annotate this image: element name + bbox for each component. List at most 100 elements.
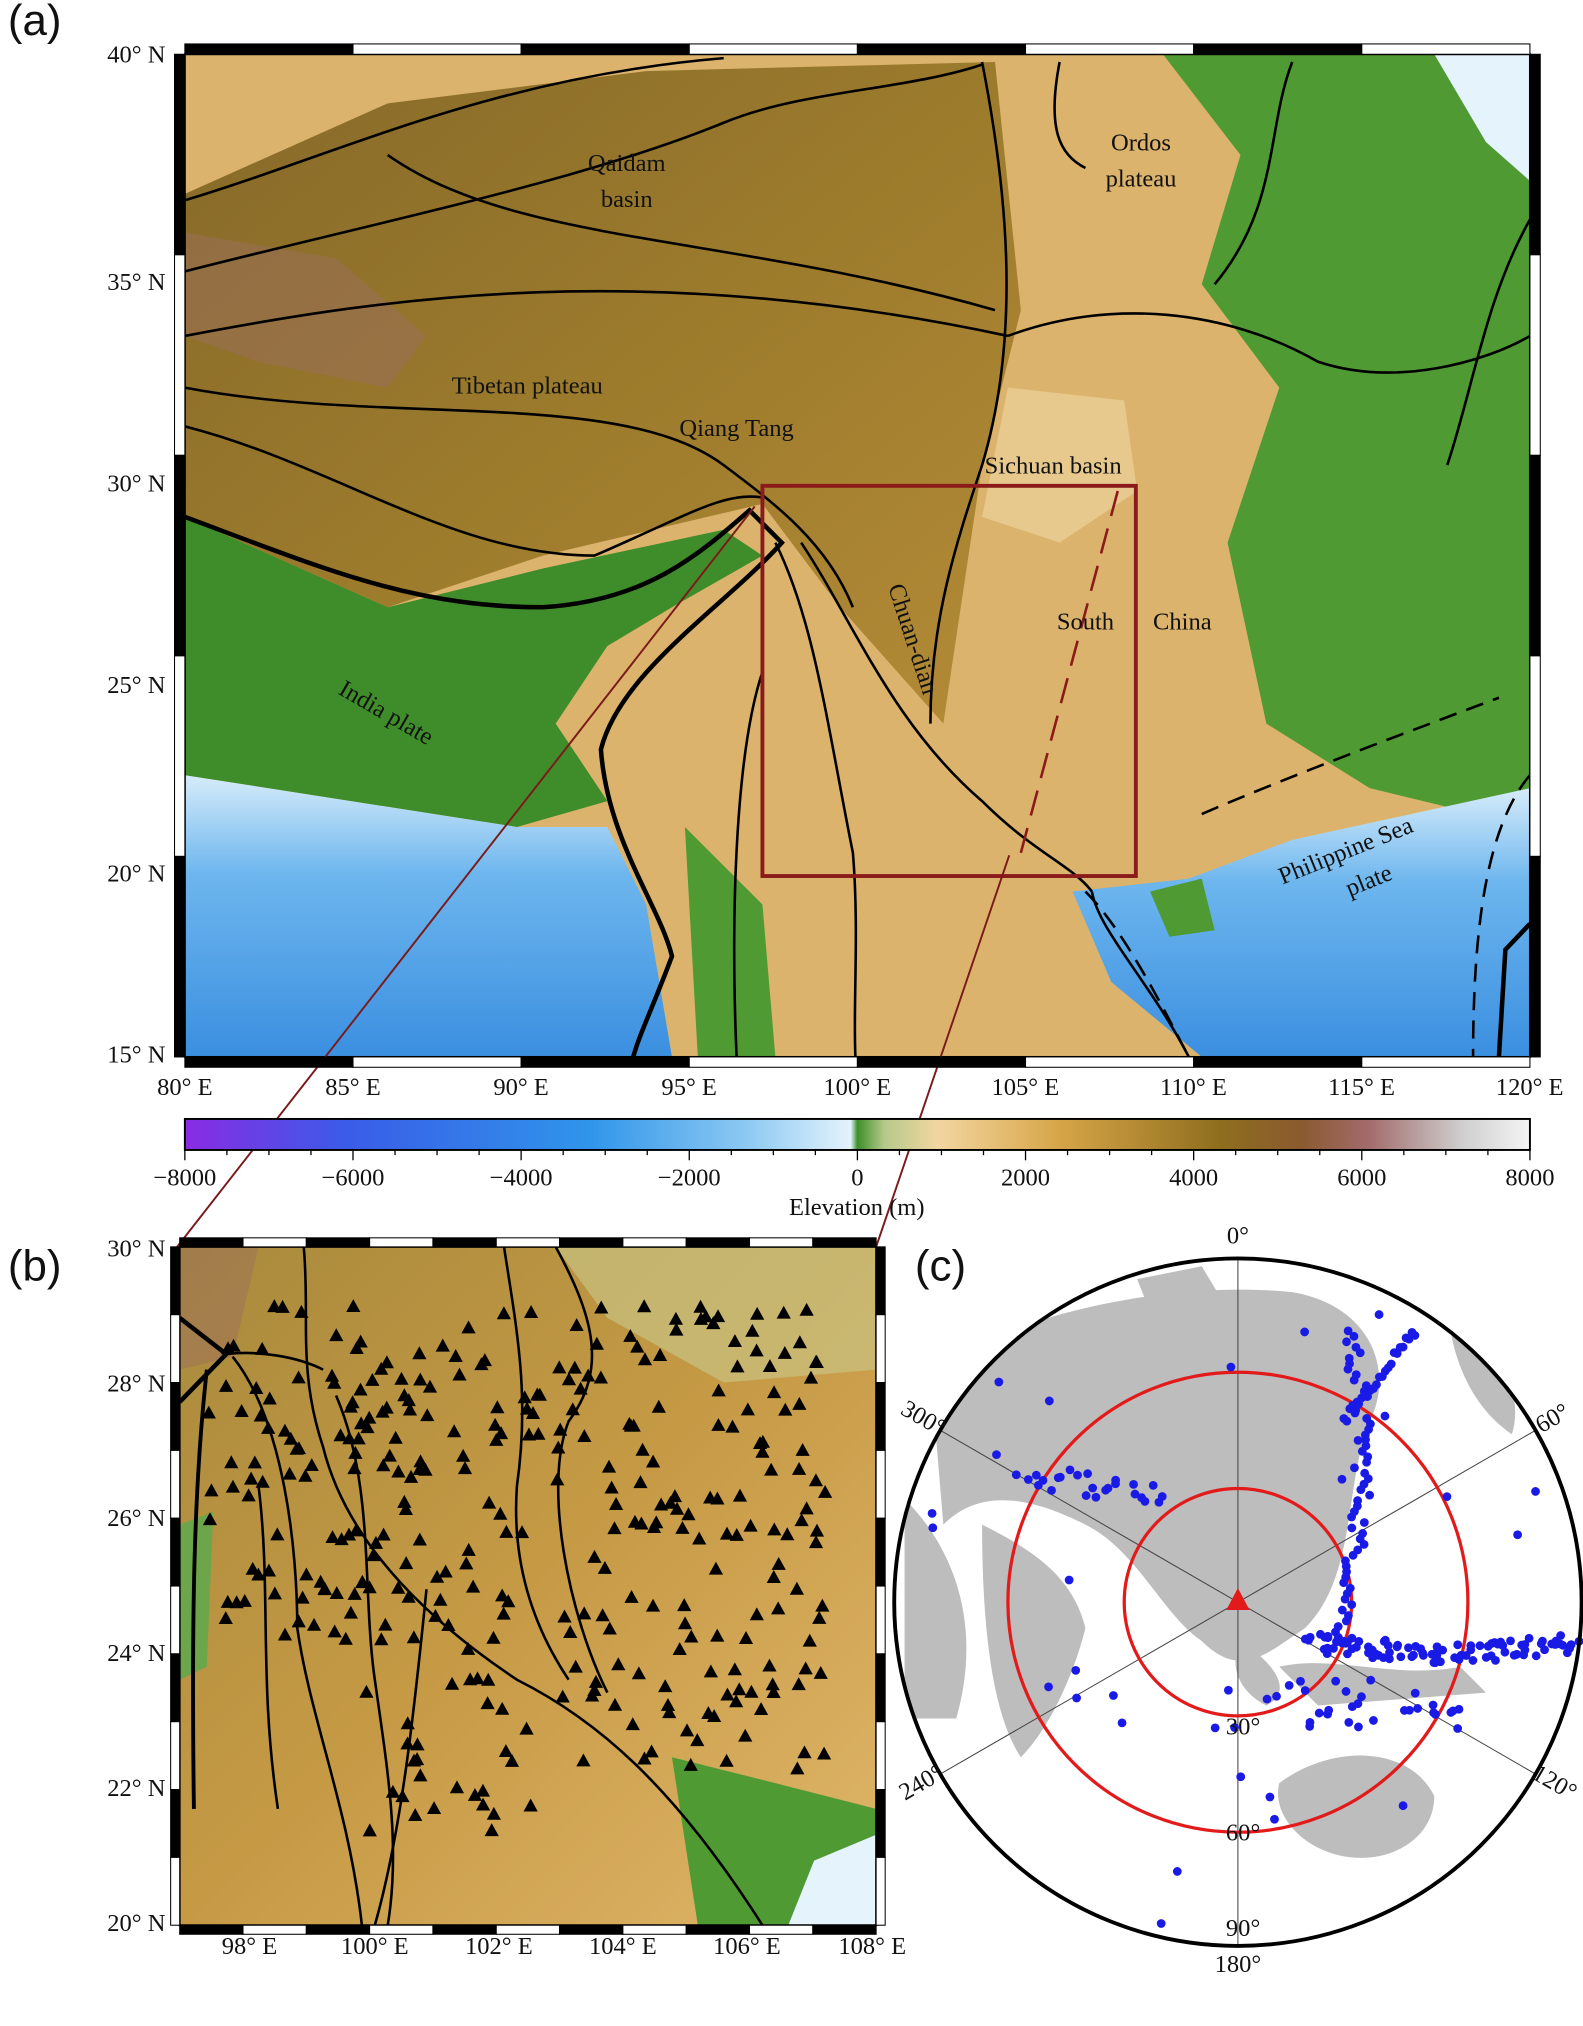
event (1506, 1636, 1515, 1646)
frame-tick (184, 43, 354, 55)
station (637, 1299, 652, 1313)
event (1409, 1650, 1418, 1660)
event (1399, 1706, 1409, 1715)
event (1111, 1479, 1120, 1489)
station (204, 1483, 219, 1497)
station (738, 1728, 753, 1742)
station (449, 1780, 465, 1794)
frame-tick (875, 1856, 886, 1926)
frame-tick (875, 1382, 886, 1451)
station (771, 1601, 786, 1615)
event (1140, 1497, 1150, 1506)
station (413, 1454, 428, 1468)
event (1305, 1722, 1315, 1731)
region-label: China (1153, 609, 1212, 636)
event (1453, 1640, 1463, 1650)
lat-label: 20° N (107, 1910, 165, 1937)
station (587, 1683, 602, 1696)
event (1323, 1633, 1333, 1643)
boundary (1084, 890, 1190, 1057)
event (1270, 1814, 1279, 1824)
event (1385, 1648, 1394, 1657)
event (1341, 1687, 1351, 1696)
station (808, 1473, 824, 1487)
station (402, 1402, 418, 1416)
station (654, 1497, 669, 1511)
station (818, 1484, 833, 1498)
station (496, 1306, 511, 1320)
station (495, 1701, 510, 1715)
station (444, 1676, 460, 1690)
fault (226, 1351, 324, 1371)
station (809, 1523, 825, 1537)
frame-tick (688, 43, 858, 55)
station (234, 1404, 249, 1417)
station (753, 1702, 769, 1715)
station (410, 1737, 425, 1751)
station (403, 1469, 419, 1483)
event (1448, 1706, 1458, 1716)
station (762, 1658, 777, 1672)
station (438, 1564, 453, 1578)
station (353, 1382, 368, 1396)
lon-label: 90° E (493, 1074, 548, 1101)
station (792, 1335, 807, 1349)
station (277, 1423, 293, 1437)
station (275, 1299, 290, 1313)
fault (184, 425, 763, 557)
event (1428, 1700, 1438, 1710)
event (994, 1377, 1004, 1387)
station (391, 1464, 406, 1478)
event (1272, 1691, 1281, 1701)
station (729, 1527, 744, 1541)
event (1324, 1705, 1334, 1715)
station (719, 1753, 734, 1767)
station (388, 1430, 403, 1444)
station (732, 1682, 747, 1696)
event (1398, 1801, 1408, 1811)
station (795, 1442, 810, 1456)
high-plateau (184, 232, 427, 388)
dashed-boundary (1019, 490, 1120, 854)
frame-tick (812, 1924, 877, 1935)
station (658, 1679, 673, 1693)
colorbar-tick-label: 8000 (1505, 1164, 1554, 1191)
globe-outline (892, 1256, 1583, 1948)
event (1337, 1474, 1347, 1484)
event (1362, 1457, 1371, 1467)
station (633, 1475, 648, 1489)
fault (800, 541, 1093, 893)
station (611, 1657, 626, 1671)
station (412, 1462, 427, 1475)
station (660, 1697, 676, 1711)
station (225, 1479, 241, 1493)
event (1337, 1605, 1347, 1615)
station (519, 1721, 534, 1735)
station (730, 1359, 745, 1373)
event (1347, 1404, 1356, 1414)
station (765, 1677, 780, 1691)
frame-tick (432, 1237, 497, 1248)
station (777, 1346, 792, 1359)
event (1500, 1647, 1510, 1657)
station (635, 1442, 650, 1456)
colorbar (183, 1117, 1531, 1151)
event (1117, 1718, 1127, 1728)
event (1314, 1708, 1324, 1718)
event (1359, 1518, 1369, 1527)
station (304, 1458, 319, 1471)
station (291, 1370, 306, 1384)
fault (1053, 61, 1087, 170)
station (690, 1733, 705, 1747)
frame-tick (875, 1449, 886, 1519)
sea (788, 1834, 877, 1926)
event (1053, 1473, 1063, 1483)
station (720, 1687, 735, 1701)
station (482, 1495, 497, 1509)
station (460, 1641, 476, 1655)
land (904, 1498, 967, 1719)
colorbar-tick-label: −6000 (322, 1164, 385, 1191)
event (1372, 1380, 1381, 1389)
event (1429, 1708, 1438, 1718)
station (645, 1598, 661, 1612)
